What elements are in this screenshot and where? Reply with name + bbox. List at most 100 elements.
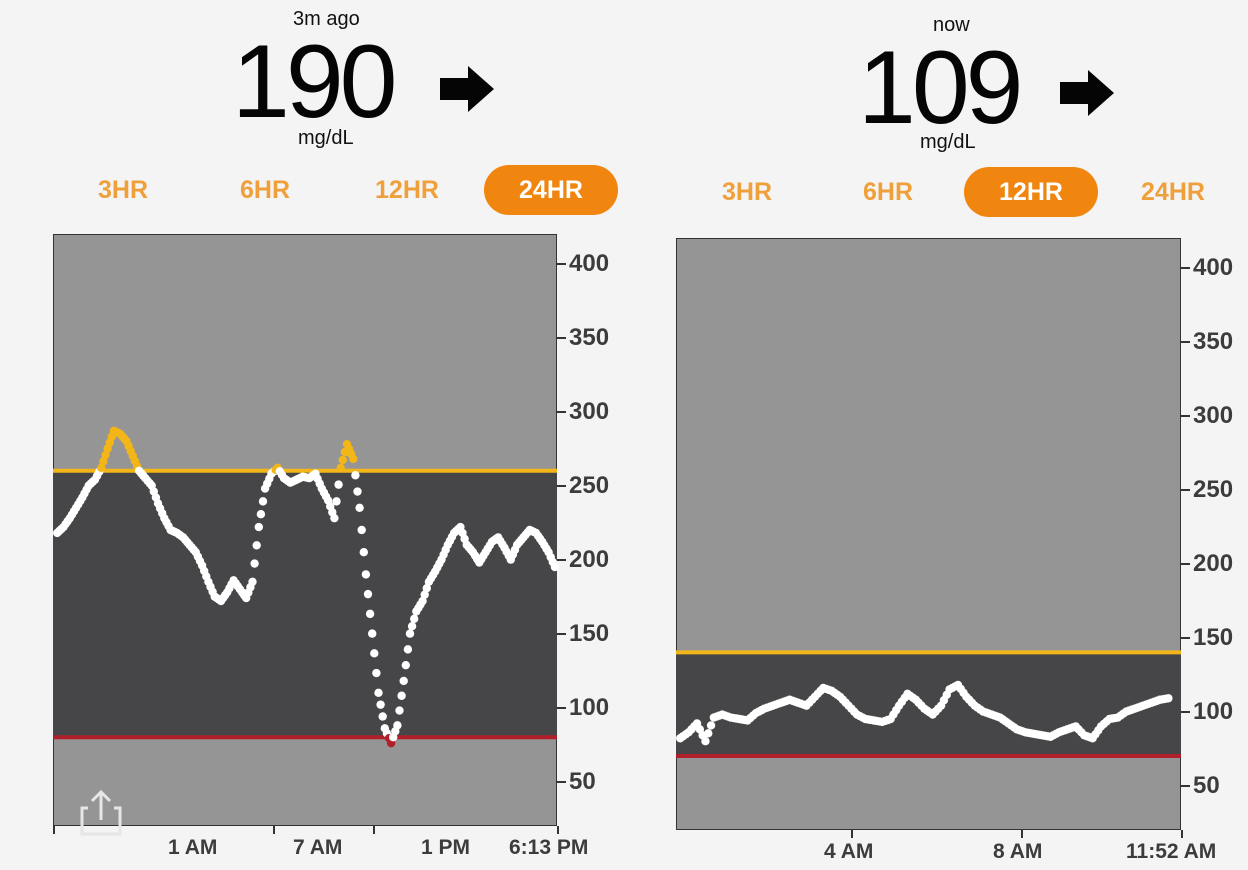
y-tick-label: 250 (569, 471, 610, 499)
glucose-point (422, 584, 431, 593)
y-tick-mark (557, 336, 566, 339)
tab-3hr[interactable]: 3HR (97, 176, 148, 204)
x-tick-mark (1021, 830, 1023, 838)
y-tick-label: 100 (569, 693, 610, 721)
x-tick-label: 1 PM (421, 836, 471, 859)
glucose-point (704, 729, 713, 738)
glucose-point (353, 487, 362, 496)
glucose-chart-12hr-plot (676, 650, 1181, 758)
glucose-point (357, 525, 366, 535)
tab-24hr[interactable]: 24HR (1141, 178, 1205, 206)
x-tick-mark (557, 826, 559, 834)
glucose-point (361, 570, 371, 579)
y-tick-mark (557, 706, 566, 709)
y-tick-mark (557, 484, 566, 487)
glucose-point (550, 562, 560, 572)
tab-12hr[interactable]: 12HR (375, 176, 439, 204)
panel-right: now 109 mg/dL 3HR 6HR 12HR 24HR 400 350 30… (624, 0, 1248, 870)
x-tick-mark (273, 826, 275, 834)
glucose-point (701, 737, 710, 746)
glucose-point (250, 559, 259, 568)
glucose-point (99, 457, 108, 466)
glucose-point (336, 463, 345, 473)
glucose-point (254, 522, 263, 532)
glucose-point (252, 541, 261, 550)
x-tick-label: 11:52 AM (1126, 840, 1217, 863)
glucose-point (355, 503, 364, 512)
tab-6hr[interactable]: 6HR (239, 176, 290, 204)
tab-3hr[interactable]: 3HR (721, 178, 772, 206)
y-tick-mark (1181, 710, 1190, 713)
tab-6hr[interactable]: 6HR (862, 178, 913, 206)
x-tick-label: 7 AM (293, 836, 343, 859)
glucose-point (349, 454, 358, 464)
y-tick-mark (1181, 784, 1190, 787)
glucose-point (374, 688, 383, 697)
y-tick-label: 300 (569, 397, 610, 425)
target-range-zone (676, 652, 1181, 756)
y-tick-mark (1181, 414, 1190, 417)
y-tick-label: 50 (1193, 771, 1220, 799)
reading-timestamp: 3m ago (293, 8, 360, 30)
y-tick-label: 150 (1193, 623, 1234, 651)
y-tick-label: 50 (569, 767, 596, 795)
glucose-point (407, 622, 417, 631)
y-tick-label: 400 (1193, 253, 1234, 281)
y-tick-label: 400 (569, 249, 610, 277)
tab-12hr[interactable]: 12HR (964, 167, 1098, 217)
glucose-point (397, 691, 406, 700)
x-tick-mark (53, 826, 55, 834)
glucose-point (334, 480, 343, 489)
y-tick-mark (1181, 562, 1190, 565)
x-tick-label: 4 AM (824, 840, 874, 863)
share-icon[interactable] (80, 790, 122, 836)
glucose-point (248, 577, 257, 586)
glucose-reading: 190 (232, 24, 398, 140)
glucose-point (405, 629, 415, 638)
glucose-point (403, 645, 413, 654)
glucose-point (401, 660, 410, 670)
reading-timestamp: now (933, 14, 970, 36)
glucose-chart-24hr-plot (53, 426, 560, 748)
y-tick-label: 300 (1193, 401, 1234, 429)
glucose-reading: 109 (858, 30, 1024, 146)
glucose-point (365, 609, 375, 619)
glucose-point (376, 700, 385, 709)
y-tick-label: 350 (1193, 327, 1234, 355)
y-tick-mark (1181, 340, 1190, 343)
glucose-point (1164, 694, 1173, 703)
glucose-point (393, 721, 402, 730)
glucose-point (420, 590, 429, 599)
y-tick-mark (557, 780, 566, 783)
target-range-zone (53, 470, 557, 738)
glucose-point (399, 676, 408, 686)
glucose-point (370, 649, 379, 658)
glucose-point (258, 497, 268, 506)
glucose-unit: mg/dL (920, 131, 976, 153)
y-tick-label: 150 (569, 619, 610, 647)
y-tick-label: 200 (569, 545, 610, 573)
y-tick-label: 350 (569, 323, 610, 351)
arrow-right-icon (440, 66, 494, 112)
glucose-point (410, 614, 419, 623)
glucose-point (101, 450, 110, 460)
y-tick-mark (1181, 266, 1190, 269)
y-tick-label: 250 (1193, 475, 1234, 503)
glucose-point (351, 471, 360, 480)
glucose-unit: mg/dL (298, 127, 354, 149)
glucose-point (363, 589, 373, 599)
glucose-point (706, 721, 716, 730)
y-tick-mark (1181, 636, 1190, 639)
tab-24hr[interactable]: 24HR (484, 165, 618, 215)
glucose-point (330, 513, 339, 523)
glucose-point (97, 463, 106, 473)
glucose-point (378, 712, 387, 721)
glucose-point (359, 548, 368, 557)
glucose-point (338, 455, 347, 465)
x-tick-mark (1181, 830, 1183, 838)
y-tick-mark (557, 410, 566, 413)
y-tick-label: 200 (1193, 549, 1234, 577)
y-tick-label: 100 (1193, 697, 1234, 725)
glucose-point (368, 629, 377, 638)
glucose-point (418, 596, 427, 606)
